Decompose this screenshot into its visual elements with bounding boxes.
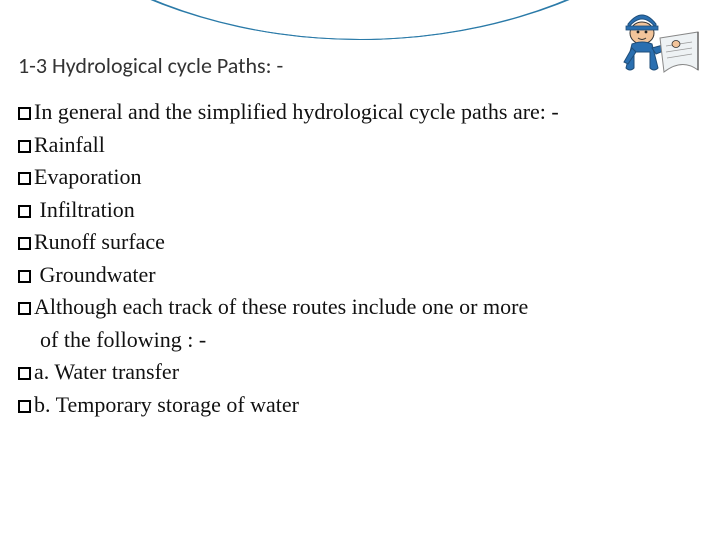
square-bullet-icon xyxy=(18,237,31,250)
slide-heading: 1-3 Hydrological cycle Paths: - xyxy=(18,52,283,79)
line-text: Runoff surface xyxy=(34,229,165,254)
line-text: b. Temporary storage of water xyxy=(34,392,299,417)
square-bullet-icon xyxy=(18,367,31,380)
line-text: Evaporation xyxy=(34,164,142,189)
line-text: Infiltration xyxy=(34,197,135,222)
list-item: Groundwater xyxy=(18,259,698,292)
line-text: In general and the simplified hydrologic… xyxy=(34,99,559,124)
list-item: Infiltration xyxy=(18,194,698,227)
line-text: Although each track of these routes incl… xyxy=(34,294,528,319)
square-bullet-icon xyxy=(18,270,31,283)
square-bullet-icon xyxy=(18,172,31,185)
list-item: Evaporation xyxy=(18,161,698,194)
list-item: In general and the simplified hydrologic… xyxy=(18,96,698,129)
line-text: of the following : - xyxy=(40,327,206,352)
line-text: Groundwater xyxy=(34,262,156,287)
line-text: a. Water transfer xyxy=(34,359,179,384)
list-item: a. Water transfer xyxy=(18,356,698,389)
square-bullet-icon xyxy=(18,302,31,315)
wrapped-line: of the following : - xyxy=(40,324,698,357)
line-text: Rainfall xyxy=(34,132,105,157)
square-bullet-icon xyxy=(18,400,31,413)
slide-body: In general and the simplified hydrologic… xyxy=(18,96,698,421)
list-item: b. Temporary storage of water xyxy=(18,389,698,422)
list-item: Runoff surface xyxy=(18,226,698,259)
list-item: Although each track of these routes incl… xyxy=(18,291,698,324)
square-bullet-icon xyxy=(18,205,31,218)
construction-worker-reading-plans-icon xyxy=(604,2,700,96)
list-item: Rainfall xyxy=(18,129,698,162)
square-bullet-icon xyxy=(18,107,31,120)
square-bullet-icon xyxy=(18,140,31,153)
